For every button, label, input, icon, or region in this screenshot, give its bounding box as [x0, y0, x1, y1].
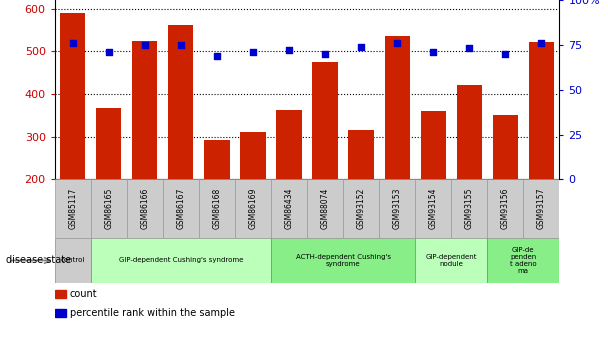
Bar: [415, 179, 451, 238]
Point: [392, 40, 402, 46]
Text: GSM86166: GSM86166: [140, 188, 150, 229]
Bar: [348, 130, 374, 179]
Text: GIP-de
penden
t adeno
ma: GIP-de penden t adeno ma: [510, 247, 537, 274]
Text: GSM85117: GSM85117: [68, 188, 77, 229]
Point: [104, 49, 114, 55]
Bar: [313, 61, 337, 179]
Bar: [91, 238, 271, 283]
Text: GSM86168: GSM86168: [212, 188, 221, 229]
Bar: [529, 42, 554, 179]
Bar: [55, 309, 66, 317]
Text: GSM93157: GSM93157: [537, 188, 546, 229]
Bar: [307, 179, 343, 238]
Point: [428, 49, 438, 55]
Point: [500, 51, 510, 57]
Bar: [277, 110, 302, 179]
Bar: [127, 179, 163, 238]
Text: GSM93155: GSM93155: [465, 188, 474, 229]
Text: GSM93154: GSM93154: [429, 188, 438, 229]
Bar: [271, 238, 415, 283]
Bar: [271, 179, 307, 238]
Text: GSM93152: GSM93152: [357, 188, 365, 229]
Bar: [204, 140, 230, 179]
Bar: [384, 36, 410, 179]
Text: count: count: [70, 289, 97, 299]
Point: [140, 42, 150, 48]
Text: control: control: [61, 257, 85, 264]
Bar: [523, 179, 559, 238]
Bar: [199, 179, 235, 238]
Text: GIP-dependent
nodule: GIP-dependent nodule: [426, 254, 477, 267]
Text: GSM86165: GSM86165: [105, 188, 113, 229]
Text: GSM86167: GSM86167: [176, 188, 185, 229]
Bar: [163, 179, 199, 238]
Bar: [457, 85, 482, 179]
Bar: [55, 290, 66, 298]
Bar: [415, 238, 487, 283]
Text: GSM86169: GSM86169: [249, 188, 257, 229]
Point: [248, 49, 258, 55]
Point: [320, 51, 330, 57]
Text: GSM93156: GSM93156: [501, 188, 510, 229]
Bar: [55, 179, 91, 238]
Bar: [96, 108, 122, 179]
Text: percentile rank within the sample: percentile rank within the sample: [70, 308, 235, 318]
Point: [536, 40, 546, 46]
Point: [356, 44, 366, 49]
Bar: [487, 238, 559, 283]
Bar: [168, 25, 193, 179]
Bar: [492, 115, 518, 179]
Bar: [379, 179, 415, 238]
Bar: [240, 132, 266, 179]
Text: GIP-dependent Cushing's syndrome: GIP-dependent Cushing's syndrome: [119, 257, 243, 264]
Point: [212, 53, 222, 58]
Bar: [421, 111, 446, 179]
Text: GSM93153: GSM93153: [393, 188, 402, 229]
Bar: [343, 179, 379, 238]
Text: disease state: disease state: [6, 256, 71, 265]
Point: [465, 46, 474, 51]
Bar: [235, 179, 271, 238]
Text: GSM86434: GSM86434: [285, 188, 294, 229]
Bar: [60, 13, 85, 179]
Point: [284, 48, 294, 53]
Bar: [451, 179, 487, 238]
Point: [68, 40, 78, 46]
Bar: [91, 179, 127, 238]
Text: GSM88074: GSM88074: [320, 188, 330, 229]
Point: [176, 42, 185, 48]
Bar: [132, 41, 157, 179]
Text: ACTH-dependent Cushing's
syndrome: ACTH-dependent Cushing's syndrome: [295, 254, 390, 267]
Bar: [55, 238, 91, 283]
Bar: [487, 179, 523, 238]
